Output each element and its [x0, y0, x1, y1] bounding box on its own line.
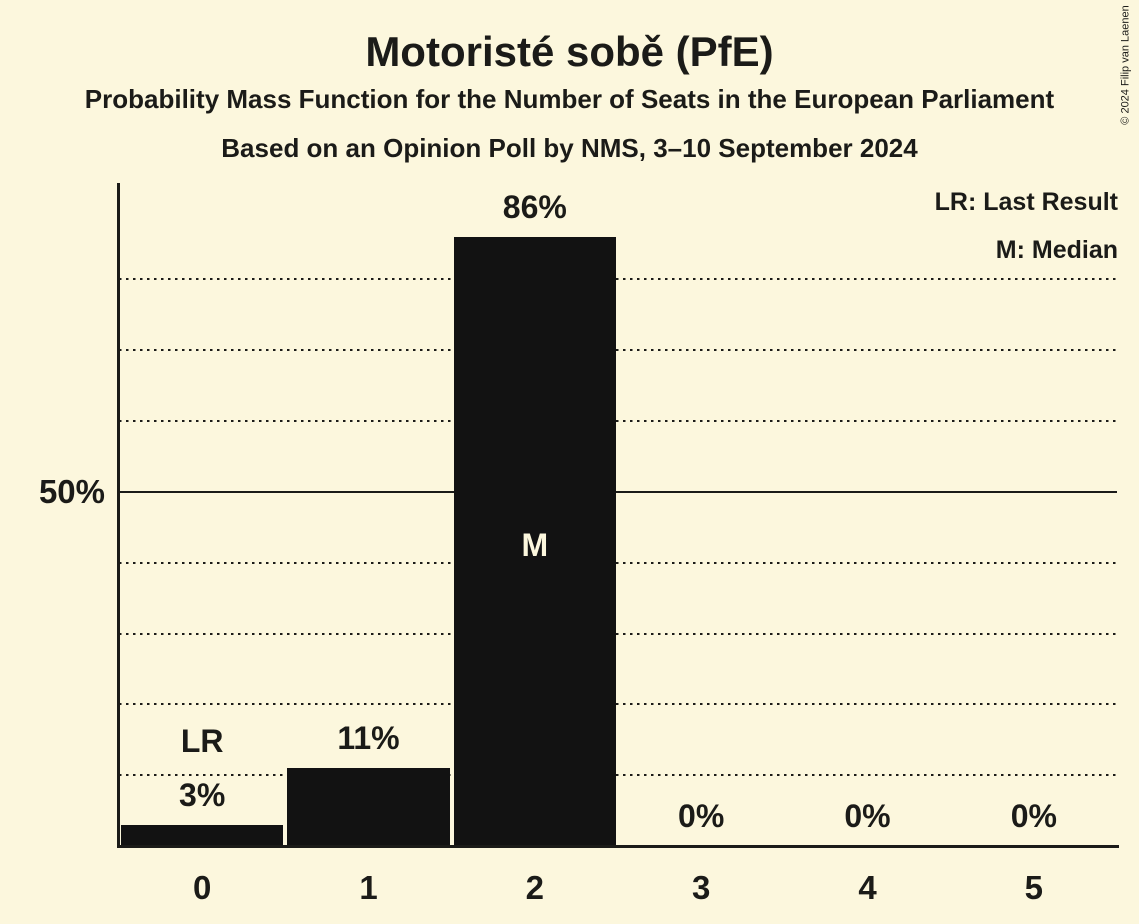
gridline-dotted-70pct — [119, 349, 1117, 352]
gridline-dotted-80pct — [119, 278, 1117, 281]
x-tick-label-0: 0 — [192, 869, 212, 906]
gridline-dotted-20pct — [119, 703, 1117, 706]
legend: LR: Last Result M: Median — [935, 178, 1118, 274]
bar-seats-0 — [121, 824, 284, 846]
x-tick-label-1: 1 — [359, 869, 378, 906]
y-axis-line — [117, 183, 120, 848]
copyright-container: © 2024 Filip van Laenen — [1114, 0, 1138, 130]
y-axis-50pct-label: 50% — [38, 473, 105, 510]
bar-value-label-3: 0% — [678, 798, 725, 834]
gridline-dotted-60pct — [119, 420, 1117, 422]
x-tick-label-5: 5 — [1024, 869, 1043, 906]
bar-value-label-2: 86% — [502, 188, 567, 225]
x-axis-line — [117, 845, 1119, 848]
annotation-m-label: M — [521, 527, 549, 564]
bar-seats-2 — [453, 236, 616, 846]
chart-subtitle-line2: Based on an Opinion Poll by NMS, 3–10 Se… — [221, 133, 918, 163]
gridline-dotted-40pct — [119, 561, 1117, 564]
bar-value-label-0: 3% — [179, 776, 226, 813]
annotation-lr-label: LR — [180, 722, 224, 759]
legend-last-result: LR: Last Result — [934, 188, 1118, 216]
gridline-dotted-30pct — [119, 632, 1117, 635]
bar-seats-1 — [287, 768, 450, 846]
gridline-solid-50pct — [119, 490, 1117, 493]
x-tick-label-3: 3 — [691, 869, 711, 906]
copyright-text: © 2024 Filip van Laenen — [1120, 5, 1133, 125]
chart-title: Motoristé sobě (PfE) — [365, 28, 774, 75]
legend-median: M: Median — [995, 236, 1118, 264]
x-tick-label-4: 4 — [858, 869, 877, 906]
gridline-dotted-10pct — [119, 774, 1117, 777]
bar-value-label-5: 0% — [1010, 798, 1057, 834]
bar-value-label-1: 11% — [337, 720, 400, 757]
chart-subtitle-line1: Probability Mass Function for the Number… — [84, 84, 1055, 114]
bar-value-label-4: 0% — [844, 798, 891, 834]
x-tick-label-2: 2 — [525, 869, 544, 906]
